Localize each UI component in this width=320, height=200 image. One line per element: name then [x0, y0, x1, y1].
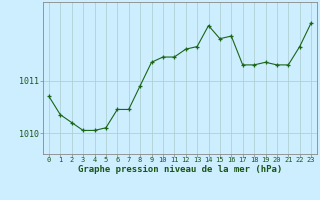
X-axis label: Graphe pression niveau de la mer (hPa): Graphe pression niveau de la mer (hPa) [78, 165, 282, 174]
